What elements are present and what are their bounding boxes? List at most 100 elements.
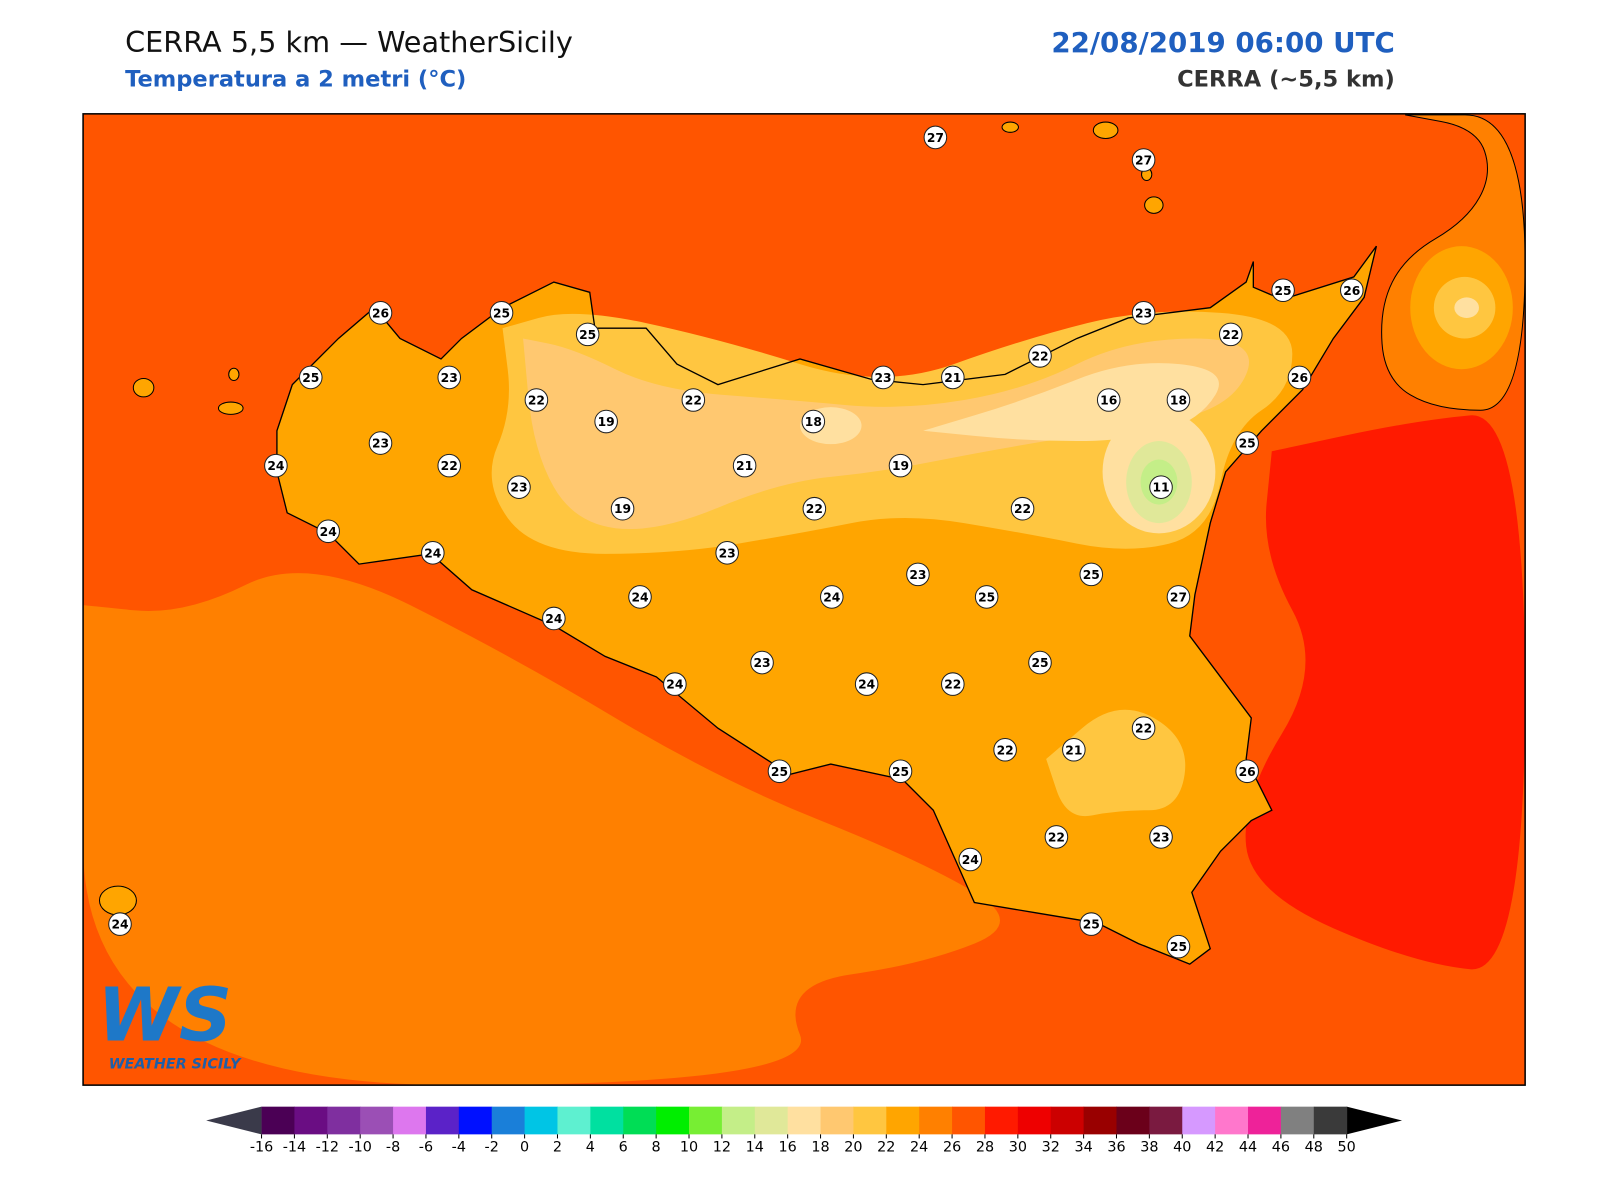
colorbar-segment: [458, 1106, 493, 1135]
colorbar-segment: [1017, 1106, 1052, 1135]
colorbar-tick-label: 20: [844, 1140, 862, 1156]
logo-name: WEATHER SICILY: [109, 1057, 242, 1073]
colorbar-tick-label: 26: [943, 1140, 961, 1156]
date: 22/08/2019 06:00 UTC: [1051, 26, 1394, 59]
station-value: 24: [545, 612, 562, 626]
station-marker: [1235, 431, 1259, 455]
station-marker: [923, 125, 948, 150]
station-value: 24: [962, 853, 979, 867]
colorbar-tick-label: 4: [586, 1140, 595, 1156]
station-value: 27: [1170, 590, 1187, 604]
stations: 27 27 26 25 25 25 23 22 19 22 18 23 21 22 23 22 25 26 26 16…: [108, 125, 1364, 959]
station-value: 18: [1170, 394, 1187, 408]
station-marker: [819, 585, 844, 609]
map: [83, 113, 1526, 1086]
title: CERRA 5,5 km — WeatherSicily: [125, 25, 573, 59]
station-marker: [1062, 737, 1086, 762]
colorbar-segment: [294, 1106, 328, 1135]
subtitle: Temperatura a 2 metri (°C): [125, 67, 466, 93]
sea-south: [83, 573, 1000, 1086]
island: [132, 377, 155, 398]
station-value: 22: [1222, 328, 1239, 342]
station-value: 26: [372, 306, 389, 320]
station-value: 22: [1031, 349, 1048, 363]
station-value: 25: [302, 371, 319, 385]
station-marker: [732, 453, 757, 478]
station-value: 22: [1048, 830, 1065, 844]
colorbar-segment: [787, 1106, 822, 1135]
colorbar-over: [1346, 1106, 1403, 1135]
island: [1092, 121, 1119, 139]
station-marker: [1235, 759, 1259, 784]
colorbar-tick-label: 46: [1272, 1140, 1290, 1156]
colorbar-segment: [754, 1106, 789, 1135]
colorbar-tick-label: 32: [1042, 1140, 1060, 1156]
station-marker: [1166, 388, 1191, 412]
station-marker: [507, 475, 531, 499]
station-value: 24: [111, 918, 128, 932]
logo-mark: WS: [97, 973, 232, 1059]
station-value: 22: [685, 394, 702, 408]
colorbar-segment: [886, 1106, 920, 1135]
colorbar-segment: [261, 1106, 295, 1135]
station-marker: [1131, 716, 1156, 740]
colorbar-tick-label: 44: [1239, 1140, 1257, 1156]
station-marker: [1044, 825, 1069, 849]
station-value: 19: [614, 502, 631, 516]
station-marker: [750, 650, 774, 675]
station-value: 24: [858, 678, 875, 692]
station-value: 23: [510, 481, 527, 495]
station-value: 24: [666, 678, 683, 692]
station-marker: [941, 672, 965, 696]
colorbar-tick-label: -2: [485, 1140, 499, 1156]
colorbar-tick-label: 0: [520, 1140, 529, 1156]
station-value: 23: [753, 656, 770, 670]
colorbar-tick-label: 14: [746, 1140, 764, 1156]
station-value: 27: [1135, 154, 1152, 168]
colorbar-tick-label: 38: [1140, 1140, 1158, 1156]
colorbar-tick-label: -8: [386, 1140, 400, 1156]
station-value: 25: [978, 590, 995, 604]
colorbar-segment: [1280, 1106, 1315, 1135]
station-value: 25: [1031, 656, 1048, 670]
station-value: 25: [1239, 437, 1256, 451]
station-value: 24: [823, 590, 840, 604]
station-marker: [524, 388, 549, 412]
station-marker: [316, 519, 340, 544]
colorbar-segment: [952, 1106, 986, 1135]
station-value: 24: [267, 459, 284, 473]
colorbar-tick-label: -14: [283, 1140, 306, 1156]
colorbar-segment: [1215, 1106, 1249, 1135]
colorbar-tick-label: 48: [1305, 1140, 1323, 1156]
colorbar-segment: [524, 1106, 558, 1135]
station-marker: [108, 912, 132, 936]
colorbar-segment: [1313, 1106, 1348, 1135]
station-value: 25: [493, 306, 510, 320]
station-value: 23: [441, 371, 458, 385]
station-marker: [1079, 562, 1104, 587]
colorbar: -16 -14 -12 -10 -8 -6 -4 -2 0 2 4 6 8 10 12 14 16 18 20 22 2…: [206, 1106, 1403, 1156]
station-marker: [681, 388, 706, 412]
station-value: 24: [320, 525, 337, 539]
station-marker: [767, 759, 792, 784]
colorbar-tick-label: 2: [553, 1140, 562, 1156]
station-marker: [1149, 475, 1173, 499]
station-marker: [888, 453, 913, 478]
calabria-warm3: [1454, 297, 1479, 318]
colorbar-tick-label: 12: [713, 1140, 731, 1156]
island: [228, 367, 240, 382]
station-marker: [1010, 496, 1035, 521]
station-marker: [1287, 365, 1312, 390]
station-marker: [1096, 388, 1121, 412]
station-marker: [663, 672, 687, 696]
colorbar-tick-label: 8: [652, 1140, 661, 1156]
colorbar-under: [206, 1106, 262, 1135]
colorbar-segment: [656, 1106, 690, 1135]
colorbar-segment: [491, 1106, 526, 1135]
colorbar-segment: [557, 1106, 591, 1135]
station-value: 23: [875, 371, 892, 385]
station-value: 19: [598, 415, 615, 429]
station-value: 25: [1083, 918, 1100, 932]
colorbar-tick-label: 28: [976, 1140, 994, 1156]
